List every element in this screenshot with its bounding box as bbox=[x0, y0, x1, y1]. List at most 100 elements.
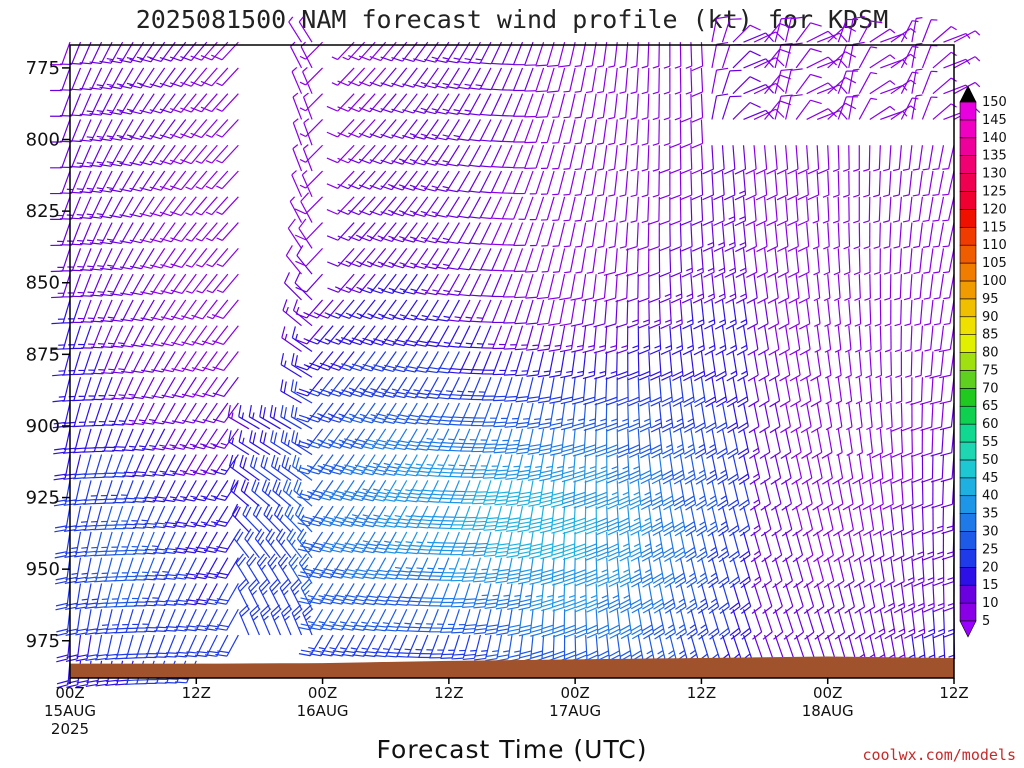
wind-barb bbox=[435, 119, 460, 141]
wind-barb bbox=[338, 351, 366, 372]
wind-barb bbox=[652, 67, 660, 95]
wind-barb bbox=[810, 402, 823, 434]
wind-barb bbox=[713, 145, 725, 175]
wind-barb bbox=[370, 325, 397, 346]
wind-barb bbox=[552, 93, 566, 118]
wind-barb bbox=[50, 67, 71, 92]
wind-barb bbox=[352, 634, 376, 657]
wind-barb bbox=[702, 222, 715, 252]
wind-barb bbox=[320, 634, 345, 657]
wind-barb bbox=[546, 41, 566, 68]
ground-terrain bbox=[70, 656, 954, 678]
wind-barb bbox=[760, 454, 771, 485]
wind-barb bbox=[182, 428, 208, 450]
wind-barb bbox=[496, 634, 513, 662]
wind-barb bbox=[684, 454, 696, 485]
wind-barb bbox=[902, 145, 913, 171]
credit-link[interactable]: coolwx.com/models bbox=[862, 746, 1016, 764]
wind-barb bbox=[373, 557, 397, 580]
wind-barb bbox=[172, 454, 197, 476]
wind-barb bbox=[628, 428, 641, 459]
wind-barb bbox=[872, 480, 884, 511]
x-tick-label: 00Z bbox=[813, 684, 842, 702]
wind-barb bbox=[605, 377, 618, 406]
wind-barb bbox=[682, 351, 695, 382]
wind-barb bbox=[662, 557, 676, 588]
wind-barb bbox=[789, 325, 801, 356]
wind-barb bbox=[862, 454, 874, 485]
wind-barb bbox=[563, 119, 576, 145]
wind-barb bbox=[652, 171, 660, 198]
wind-barb bbox=[71, 325, 92, 350]
wind-barb bbox=[203, 480, 229, 502]
wind-barb bbox=[109, 144, 134, 167]
wind-barb bbox=[79, 41, 103, 65]
wind-barb bbox=[403, 351, 429, 373]
wind-barb bbox=[517, 531, 534, 559]
wind-barb bbox=[503, 299, 524, 324]
wind-barb bbox=[743, 32, 775, 43]
wind-barb bbox=[922, 145, 934, 171]
x-tick-label: 00Z bbox=[308, 684, 337, 702]
wind-barb bbox=[802, 505, 814, 537]
wind-barb bbox=[696, 583, 709, 614]
wind-barb bbox=[734, 170, 747, 201]
wind-barb bbox=[290, 379, 313, 404]
wind-barb bbox=[574, 93, 587, 119]
wind-barb bbox=[460, 454, 481, 478]
wind-barb bbox=[902, 506, 915, 536]
wind-barb bbox=[832, 196, 840, 224]
wind-barb bbox=[713, 222, 726, 252]
wind-barb bbox=[513, 93, 534, 117]
wind-barb bbox=[290, 578, 303, 610]
wind-barb bbox=[875, 377, 883, 405]
wind-barb bbox=[858, 71, 878, 94]
wind-barb bbox=[50, 248, 71, 273]
wind-barb bbox=[535, 93, 555, 119]
wind-barb bbox=[359, 325, 387, 346]
wind-barb bbox=[540, 531, 555, 560]
wind-barb bbox=[932, 222, 945, 248]
wind-barb bbox=[873, 531, 885, 562]
wind-barb bbox=[767, 274, 779, 304]
wind-barb bbox=[483, 480, 503, 505]
wind-barb bbox=[704, 377, 717, 408]
wind-barb bbox=[90, 299, 113, 323]
wind-barb bbox=[308, 557, 334, 579]
wind-barb bbox=[834, 299, 842, 327]
wind-barb bbox=[170, 299, 197, 321]
wind-barb bbox=[552, 583, 566, 612]
wind-barb bbox=[129, 248, 155, 270]
wind-barb bbox=[659, 248, 672, 278]
wind-barb bbox=[864, 609, 876, 640]
wind-barb bbox=[79, 222, 103, 246]
wind-barb bbox=[447, 299, 471, 322]
wind-barb bbox=[244, 528, 260, 559]
wind-barb bbox=[506, 557, 524, 584]
wind-barb bbox=[174, 609, 197, 632]
wind-barb bbox=[943, 32, 971, 43]
colorbar-swatch bbox=[959, 459, 977, 479]
wind-barb bbox=[686, 609, 698, 640]
wind-barb bbox=[381, 325, 408, 347]
wind-barb bbox=[413, 248, 439, 270]
wind-barb bbox=[484, 583, 503, 609]
wind-barb bbox=[659, 274, 672, 304]
wind-barb bbox=[302, 604, 314, 636]
wind-barb bbox=[54, 531, 71, 559]
wind-barb bbox=[413, 93, 439, 114]
wind-barb bbox=[743, 58, 775, 69]
wind-barb bbox=[572, 428, 587, 457]
wind-barb bbox=[597, 42, 608, 68]
wind-barb bbox=[84, 609, 103, 636]
wind-barb bbox=[766, 170, 778, 201]
wind-barb bbox=[290, 405, 313, 430]
wind-barb bbox=[597, 145, 608, 171]
x-axis-label: Forecast Time (UTC) bbox=[377, 735, 648, 764]
wind-barb bbox=[920, 428, 934, 457]
wind-barb bbox=[563, 557, 576, 587]
wind-barb bbox=[650, 402, 663, 433]
wind-barb bbox=[761, 531, 772, 563]
wind-barb bbox=[923, 609, 936, 639]
wind-barb bbox=[748, 402, 760, 434]
